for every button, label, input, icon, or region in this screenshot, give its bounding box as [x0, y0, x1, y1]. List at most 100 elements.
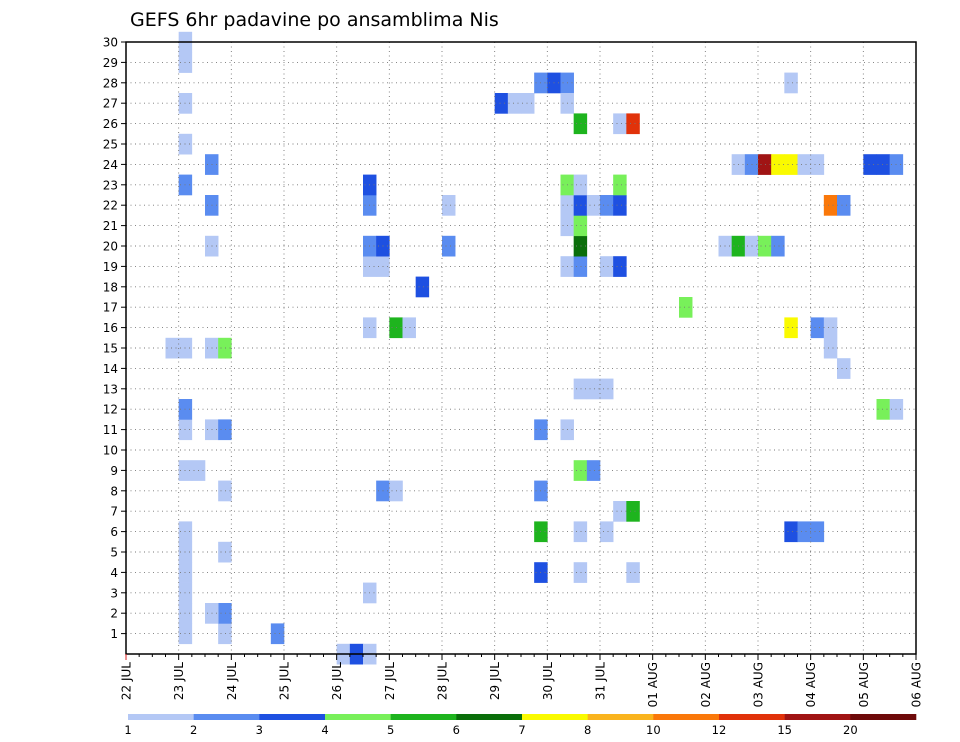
- colorbar-label: 3: [256, 723, 263, 737]
- heatmap-cell: [784, 72, 798, 94]
- heatmap-cell: [626, 501, 640, 522]
- heatmap-cell: [600, 256, 614, 277]
- colorbar-segment: [390, 714, 457, 720]
- colorbar-label: 15: [777, 723, 792, 737]
- heatmap-cell: [837, 195, 851, 216]
- heatmap-cell: [876, 399, 890, 420]
- x-tick-label: 26 JUL: [330, 662, 344, 700]
- y-tick-label: 16: [103, 321, 118, 335]
- colorbar-segment: [587, 714, 654, 720]
- colorbar-segment: [456, 714, 523, 720]
- y-tick-label: 7: [110, 505, 118, 519]
- x-tick-label: 25 JUL: [278, 662, 292, 700]
- y-tick-label: 9: [110, 464, 118, 478]
- colorbar-segment: [193, 714, 260, 720]
- heatmap-cell: [218, 480, 232, 502]
- heatmap-cell: [218, 337, 232, 359]
- heatmap-cell: [573, 113, 588, 135]
- y-tick-label: 2: [110, 607, 118, 621]
- y-axis: 1234567891011121314151617181920212223242…: [103, 36, 126, 641]
- x-tick-label: 29 JUL: [488, 662, 502, 700]
- y-tick-label: 13: [103, 382, 118, 396]
- heatmap-cell: [797, 154, 811, 175]
- colorbar-segment: [259, 714, 326, 720]
- heatmap-cell: [573, 460, 588, 481]
- heatmap-cell: [876, 154, 890, 175]
- heatmap-cell: [626, 562, 640, 583]
- x-tick-label: 22 JUL: [120, 662, 134, 700]
- heatmap-cell: [600, 195, 614, 216]
- colorbar-segment: [522, 714, 588, 720]
- y-tick-label: 28: [103, 76, 118, 90]
- colorbar-segment: [784, 714, 851, 720]
- x-tick-label: 24 JUL: [225, 662, 239, 700]
- x-tick-label: 31 JUL: [594, 662, 608, 700]
- y-tick-label: 12: [103, 403, 118, 417]
- heatmap-cells: [165, 31, 904, 665]
- heatmap-cell: [573, 256, 588, 277]
- heatmap-cell: [823, 337, 838, 359]
- x-tick-label: 30 JUL: [541, 662, 555, 700]
- heatmap-cell: [810, 317, 825, 339]
- y-tick-label: 26: [103, 117, 118, 131]
- colorbar-segment: [128, 714, 194, 720]
- heatmap-cell: [573, 235, 588, 257]
- heatmap-cell: [270, 623, 285, 645]
- y-tick-label: 24: [103, 158, 118, 172]
- y-tick-label: 1: [110, 627, 118, 641]
- heatmap-cell: [573, 215, 588, 237]
- heatmap-cell: [758, 154, 772, 175]
- heatmap-cell: [586, 460, 601, 481]
- heatmap-cell: [823, 195, 838, 216]
- heatmap-cell: [600, 521, 614, 543]
- y-tick-label: 14: [103, 362, 118, 376]
- y-tick-label: 19: [103, 260, 118, 274]
- y-tick-label: 5: [110, 546, 118, 560]
- y-tick-label: 18: [103, 280, 118, 294]
- heatmap-cell: [573, 562, 588, 583]
- colorbar-label: 6: [453, 723, 460, 737]
- colorbar-segment: [850, 714, 917, 720]
- heatmap-cell: [442, 235, 456, 257]
- heatmap-cell: [679, 297, 693, 318]
- heatmap-cell: [415, 276, 430, 298]
- colorbar-label: 8: [584, 723, 591, 737]
- heatmap-cell: [613, 501, 627, 522]
- heatmap-cell: [573, 195, 588, 216]
- y-tick-label: 6: [110, 525, 118, 539]
- x-tick-label: 04 AUG: [804, 662, 818, 707]
- x-tick-label: 02 AUG: [699, 662, 713, 707]
- heatmap-cell: [613, 195, 627, 216]
- y-tick-label: 11: [103, 423, 118, 437]
- chart-title: GEFS 6hr padavine po ansamblima Nis: [130, 9, 499, 31]
- heatmap-cell: [758, 235, 772, 257]
- colorbar-segment: [325, 714, 391, 720]
- heatmap-cell: [810, 154, 825, 175]
- x-tick-label: 01 AUG: [646, 662, 660, 707]
- colorbar-label: 2: [190, 723, 197, 737]
- colorbar-label: 7: [518, 723, 525, 737]
- colorbar-segment: [719, 714, 785, 720]
- y-tick-label: 10: [103, 444, 118, 458]
- heatmap-cell: [507, 93, 522, 114]
- heatmap-cell: [586, 378, 601, 400]
- heatmap-cell: [823, 317, 838, 339]
- heatmap-cell: [218, 419, 232, 441]
- colorbar-label: 20: [843, 723, 858, 737]
- heatmap-cell: [810, 521, 825, 543]
- y-tick-label: 8: [110, 484, 118, 498]
- heatmap-cell: [573, 521, 588, 543]
- heatmap-cell: [613, 174, 627, 196]
- heatmap-cell: [573, 378, 588, 400]
- heatmap-cell: [613, 256, 627, 277]
- heatmap-cell: [771, 235, 785, 257]
- y-tick-label: 23: [103, 178, 118, 192]
- heatmap-cell: [837, 358, 851, 379]
- heatmap-cell: [626, 113, 640, 135]
- heatmap-cell: [784, 154, 798, 175]
- heatmap-cell: [863, 154, 877, 175]
- heatmap-cell: [218, 541, 232, 563]
- colorbar-segment: [653, 714, 720, 720]
- y-tick-label: 17: [103, 301, 118, 315]
- x-tick-label: 28 JUL: [436, 662, 450, 700]
